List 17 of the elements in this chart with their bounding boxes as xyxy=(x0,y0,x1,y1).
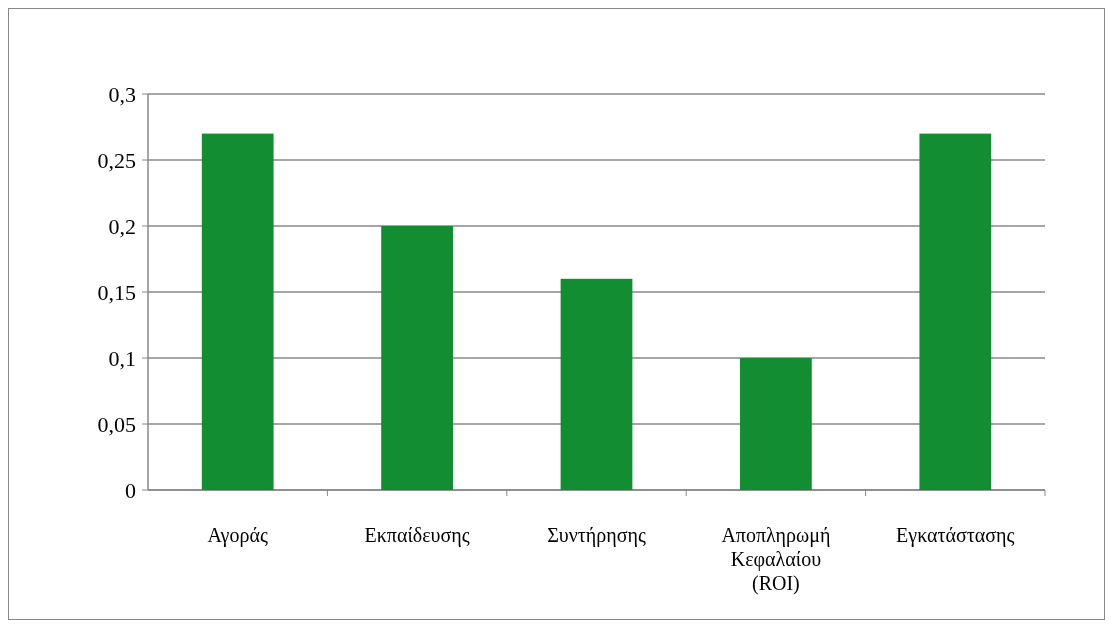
y-tick-label: 0,3 xyxy=(108,81,136,107)
y-tick-label: 0,05 xyxy=(97,411,136,437)
x-tick-label: Εγκατάστασης xyxy=(896,524,1015,547)
bar xyxy=(201,133,274,490)
bar xyxy=(381,226,453,490)
x-tick-label: Αγοράς xyxy=(207,524,268,547)
y-tick-label: 0,15 xyxy=(97,279,136,305)
bar xyxy=(560,278,633,490)
y-tick-label: 0,1 xyxy=(108,345,136,371)
y-tick-label: 0,2 xyxy=(108,213,136,239)
y-tick-label: 0 xyxy=(125,477,136,503)
bar xyxy=(740,358,812,490)
x-tick-label: Συντήρησης xyxy=(547,524,646,547)
y-tick-label: 0,25 xyxy=(97,147,136,173)
x-tick-label: Εκπαίδευσης xyxy=(364,524,470,547)
x-tick-label: Αποπληρωμή Κεφαλαίου (ROI) xyxy=(721,524,831,595)
bar xyxy=(919,133,992,490)
